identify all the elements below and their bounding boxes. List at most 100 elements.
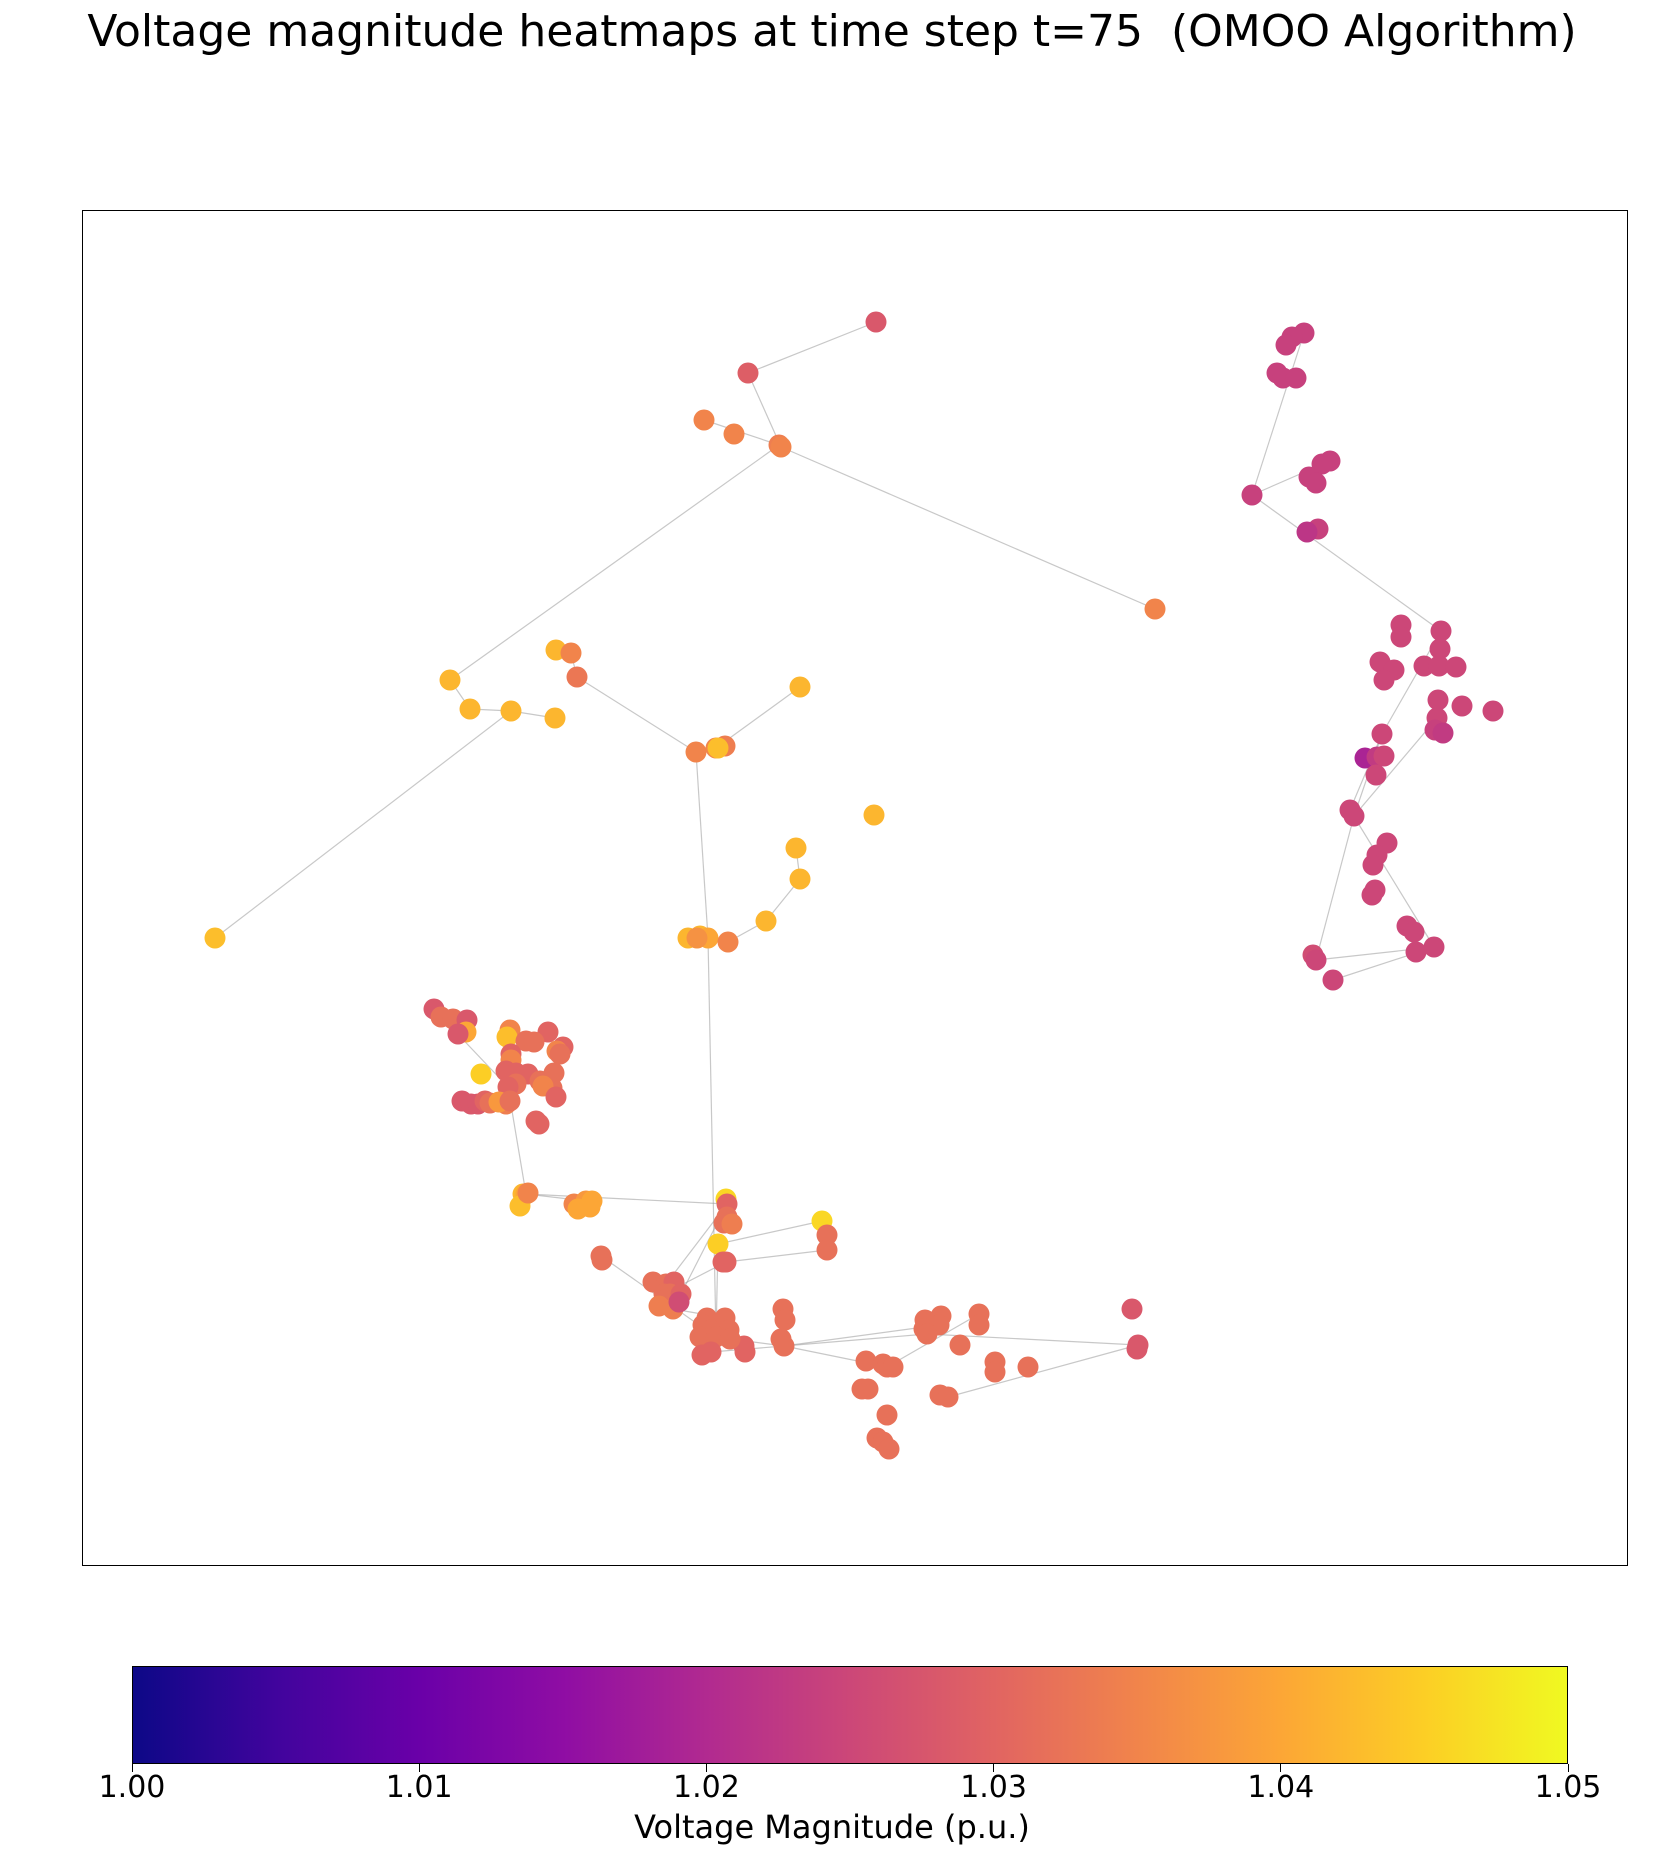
bus-node	[1275, 334, 1297, 356]
bus-node	[496, 1026, 518, 1048]
bus-node	[785, 837, 807, 859]
colorbar	[132, 1666, 1568, 1764]
plot-area	[82, 210, 1628, 1566]
bus-node	[1482, 700, 1504, 722]
network-plot	[204, 311, 1504, 1460]
colorbar-tick	[418, 1764, 420, 1772]
bus-node	[719, 1328, 741, 1350]
network-edge	[707, 937, 717, 1338]
network-edge	[576, 676, 697, 753]
bus-node	[686, 927, 708, 949]
bus-node	[528, 1113, 550, 1135]
colorbar-tick-label: 1.02	[672, 1770, 740, 1805]
bus-node	[1390, 626, 1412, 648]
network-edge	[214, 710, 512, 939]
bus-node	[717, 931, 739, 953]
bus-node	[560, 642, 582, 664]
bus-node	[816, 1224, 838, 1246]
bus-node	[1361, 884, 1383, 906]
network-edge	[449, 444, 780, 681]
bus-node	[566, 666, 588, 688]
bus-node	[1343, 805, 1365, 827]
bus-node	[544, 707, 566, 729]
colorbar-tick-label: 1.01	[385, 1770, 453, 1805]
bus-node	[737, 362, 759, 384]
bus-node	[499, 1090, 521, 1112]
network-edge	[695, 751, 709, 939]
bus-node	[1429, 638, 1451, 660]
bus-node	[876, 1404, 898, 1426]
bus-node	[863, 804, 885, 826]
bus-node	[1305, 949, 1327, 971]
bus-node	[1413, 655, 1435, 677]
network-edge	[780, 446, 1156, 610]
bus-node	[668, 1291, 690, 1313]
colorbar-gradient	[133, 1667, 1567, 1763]
network-edge	[747, 372, 782, 448]
bus-node	[1445, 656, 1467, 678]
bus-node	[968, 1314, 990, 1336]
bus-node	[700, 1341, 722, 1363]
bus-node	[1405, 941, 1427, 963]
network-edge	[1251, 332, 1305, 496]
bus-node	[721, 1213, 743, 1235]
bus-node	[591, 1249, 613, 1271]
bus-node	[774, 1309, 796, 1331]
bus-node	[1322, 969, 1344, 991]
bus-node	[707, 737, 729, 759]
bus-node	[857, 1378, 879, 1400]
network-edge	[947, 1344, 1139, 1398]
bus-node	[789, 676, 811, 698]
bus-node	[1121, 1298, 1143, 1320]
colorbar-tick-label: 1.04	[1247, 1770, 1315, 1805]
colorbar-tick-label: 1.03	[960, 1770, 1027, 1805]
bus-node	[707, 1233, 729, 1255]
bus-node	[204, 927, 226, 949]
bus-node	[916, 1323, 938, 1345]
bus-node	[1428, 655, 1450, 677]
bus-node	[1423, 936, 1445, 958]
bus-node	[937, 1386, 959, 1408]
colorbar-tick-label: 1.05	[1534, 1770, 1602, 1805]
colorbar-tick-label: 1.00	[98, 1770, 166, 1805]
bus-node	[439, 669, 461, 691]
bus-node	[1362, 854, 1384, 876]
bus-node	[1373, 669, 1395, 691]
network-edge	[1251, 494, 1442, 632]
bus-node	[1144, 598, 1166, 620]
colorbar-tick	[1280, 1764, 1282, 1772]
network-edge	[783, 1324, 940, 1347]
bus-node	[984, 1361, 1006, 1383]
colorbar-label: Voltage Magnitude (p.u.)	[634, 1808, 1030, 1846]
bus-node	[579, 1196, 601, 1218]
network-edge	[525, 1193, 728, 1205]
bus-node	[1296, 521, 1318, 543]
bus-node	[1451, 695, 1473, 717]
bus-node	[1427, 689, 1449, 711]
network-edge	[1353, 717, 1438, 817]
bus-node	[770, 436, 792, 458]
bus-node	[685, 741, 707, 763]
bus-node	[1403, 921, 1425, 943]
bus-node	[549, 1043, 571, 1065]
bus-node	[878, 1438, 900, 1460]
bus-node	[1126, 1338, 1148, 1360]
bus-node	[545, 1086, 567, 1108]
colorbar-tick	[705, 1764, 707, 1772]
bus-node	[723, 423, 745, 445]
network-edge	[725, 1249, 828, 1263]
bus-node	[855, 1350, 877, 1372]
node-layer	[204, 311, 1504, 1460]
bus-node	[470, 1063, 492, 1085]
bus-node	[773, 1335, 795, 1357]
bus-node	[1311, 453, 1333, 475]
bus-node	[734, 1341, 756, 1363]
bus-node	[1305, 472, 1327, 494]
bus-node	[715, 1251, 737, 1273]
bus-node	[1285, 367, 1307, 389]
bus-node	[1241, 484, 1263, 506]
colorbar-tick	[1567, 1764, 1569, 1772]
bus-node	[816, 1239, 838, 1261]
bus-node	[459, 698, 481, 720]
network-edge	[717, 1220, 823, 1245]
